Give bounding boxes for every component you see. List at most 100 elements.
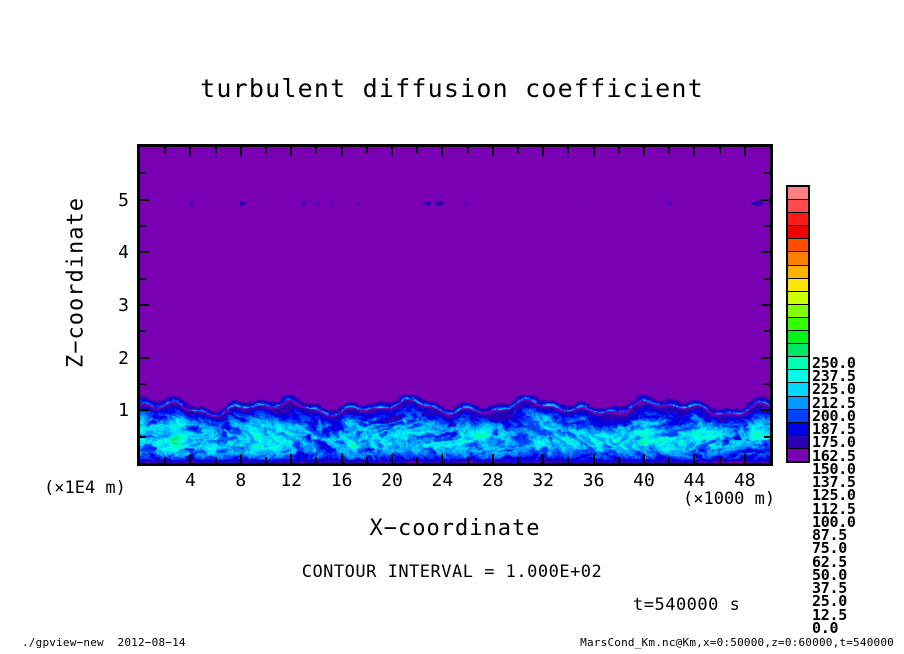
x-tick-top	[668, 147, 671, 153]
colorbar-label: 112.5	[812, 499, 856, 518]
x-tick-bottom	[466, 457, 469, 463]
colorbar-label: 175.0	[812, 433, 856, 452]
colorbar-label: 237.5	[812, 367, 856, 386]
colorbar-band	[788, 252, 808, 266]
x-tick-top	[517, 147, 519, 153]
x-tick-bottom	[340, 454, 343, 463]
x-tick-label: 48	[733, 470, 756, 491]
x-tick-bottom	[315, 457, 318, 463]
x-tick-top	[315, 147, 318, 153]
x-tick-bottom	[265, 457, 267, 463]
x-tick-top	[365, 147, 368, 153]
y-tick-right	[764, 277, 770, 280]
colorbar[interactable]	[786, 185, 810, 463]
x-tick-top	[441, 147, 444, 156]
x-tick-top	[491, 147, 494, 156]
x-tick-bottom	[164, 457, 167, 463]
colorbar-band	[788, 291, 808, 305]
x-tick-bottom	[290, 454, 293, 463]
x-tick-top	[290, 147, 293, 156]
x-tick-top	[164, 147, 167, 153]
x-tick-bottom	[668, 457, 671, 463]
x-axis-title: X−coordinate	[369, 516, 541, 541]
x-tick-top	[340, 147, 343, 156]
colorbar-label: 225.0	[812, 380, 856, 399]
y-axis-title: Z−coordinate	[63, 197, 89, 368]
colorbar-label: 37.5	[812, 579, 847, 598]
x-tick-bottom	[592, 454, 595, 463]
colorbar-label: 137.5	[812, 473, 856, 492]
x-tick-top	[466, 147, 469, 153]
y-tick-right	[761, 198, 770, 201]
colorbar-label: 162.5	[812, 446, 856, 465]
y-tick-label: 5	[118, 189, 129, 211]
y-tick-right	[764, 383, 770, 385]
time-label: t=540000 s	[633, 595, 741, 615]
colorbar-band	[788, 435, 808, 449]
page-title: turbulent diffusion coefficient	[200, 74, 704, 103]
y-tick-label: 4	[118, 242, 129, 264]
x-tick-label: 12	[280, 470, 303, 491]
y-tick-left	[140, 304, 149, 306]
x-tick-top	[542, 147, 545, 156]
y-tick-left	[140, 409, 149, 412]
x-tick-label: 36	[582, 470, 605, 491]
y-tick-right	[761, 251, 770, 254]
x-tick-bottom	[517, 457, 519, 463]
colorbar-band	[788, 370, 808, 384]
y-tick-left	[140, 198, 149, 201]
x-tick-bottom	[441, 454, 444, 463]
colorbar-band	[788, 239, 808, 253]
x-tick-bottom	[214, 457, 217, 463]
x-tick-top	[592, 147, 595, 156]
x-tick-top	[416, 147, 419, 153]
x-tick-bottom	[567, 457, 570, 463]
colorbar-label: 150.0	[812, 459, 856, 478]
y-tick-left	[140, 251, 149, 254]
y-tick-left	[140, 356, 149, 359]
x-tick-top	[643, 147, 645, 156]
y-tick-right	[764, 435, 770, 438]
x-tick-bottom	[239, 454, 242, 463]
x-tick-bottom	[643, 454, 645, 463]
plot-area[interactable]	[137, 144, 773, 466]
y-tick-left	[140, 277, 146, 280]
colorbar-label: 212.5	[812, 393, 856, 412]
x-tick-bottom	[743, 454, 746, 463]
x-tick-label: 24	[431, 470, 454, 491]
colorbar-label: 62.5	[812, 552, 847, 571]
x-tick-bottom	[718, 457, 721, 463]
x-tick-bottom	[416, 457, 419, 463]
colorbar-label: 25.0	[812, 592, 847, 611]
colorbar-band	[788, 200, 808, 214]
x-tick-bottom	[617, 457, 620, 463]
y-tick-right	[761, 409, 770, 412]
x-tick-top	[567, 147, 570, 153]
colorbar-band	[788, 383, 808, 397]
x-tick-bottom	[693, 454, 696, 463]
y-tick-right	[761, 356, 770, 359]
x-tick-top	[693, 147, 696, 156]
colorbar-label: 125.0	[812, 486, 856, 505]
colorbar-band	[788, 357, 808, 371]
colorbar-label: 250.0	[812, 354, 856, 372]
colorbar-label: 87.5	[812, 526, 847, 545]
y-tick-left	[140, 172, 146, 175]
colorbar-band	[788, 265, 808, 279]
colorbar-band	[788, 396, 808, 410]
x-tick-bottom	[391, 454, 393, 463]
x-tick-bottom	[491, 454, 494, 463]
colorbar-band	[788, 448, 808, 461]
x-tick-label: 4	[184, 470, 196, 491]
y-tick-left	[140, 225, 146, 227]
y-tick-left	[140, 383, 146, 385]
x-tick-label: 44	[683, 470, 706, 491]
colorbar-band	[788, 187, 808, 201]
x-tick-label: 8	[235, 470, 247, 491]
x-tick-top	[265, 147, 267, 153]
colorbar-label: 50.0	[812, 565, 847, 584]
x-tick-top	[743, 147, 746, 156]
y-tick-right	[761, 304, 770, 306]
colorbar-label: 12.5	[812, 605, 847, 624]
